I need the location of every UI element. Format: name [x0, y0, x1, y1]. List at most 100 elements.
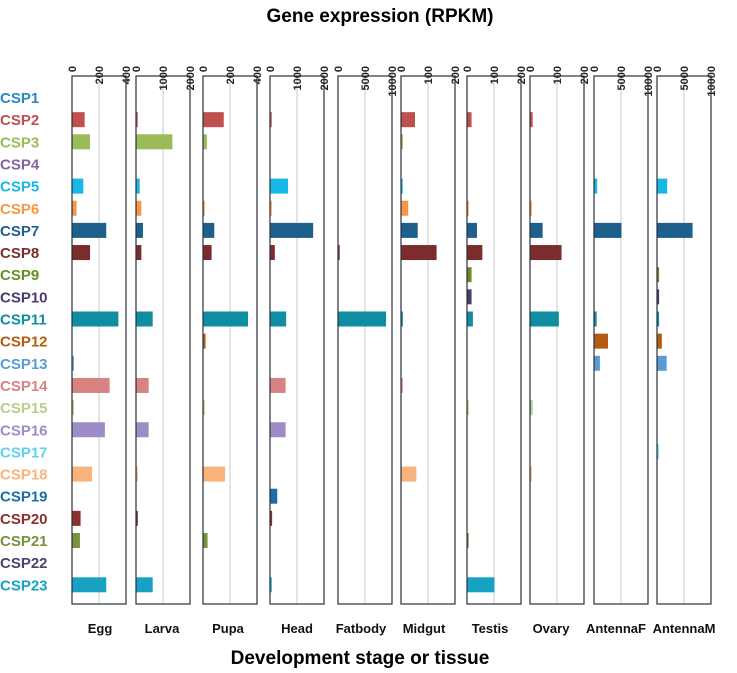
- tick-label: 400: [252, 66, 264, 84]
- category-label: CSP8: [0, 245, 39, 262]
- bar-larva-csp16: [136, 422, 149, 438]
- panel-label: Midgut: [403, 621, 446, 636]
- tick-label: 10000: [387, 66, 399, 97]
- panel-frame: [135, 75, 191, 605]
- tick-label: 0: [525, 66, 537, 72]
- bar-midgut-csp11: [401, 311, 403, 327]
- bar-egg-csp18: [72, 466, 93, 482]
- category-label: CSP20: [0, 511, 48, 528]
- tick-label: 2000: [185, 66, 197, 90]
- bar-egg-csp7: [72, 222, 107, 238]
- bar-midgut-csp14: [401, 377, 403, 393]
- bar-egg-csp3: [72, 134, 91, 150]
- bar-pupa-csp15: [203, 400, 205, 416]
- bar-larva-csp14: [136, 377, 149, 393]
- tick-label: 200: [225, 66, 237, 84]
- panel-frame: [529, 75, 585, 605]
- bar-larva-csp23: [136, 577, 153, 593]
- bar-midgut-csp2: [401, 112, 415, 128]
- bar-ovary-csp15: [530, 400, 533, 416]
- panel-label: Ovary: [533, 621, 571, 636]
- panel-label: Testis: [472, 621, 509, 636]
- panel-frame: [656, 75, 712, 605]
- bar-ovary-csp18: [530, 466, 532, 482]
- bar-midgut-csp8: [401, 245, 437, 261]
- category-label: CSP18: [0, 467, 48, 484]
- bar-pupa-csp21: [203, 533, 208, 548]
- panel-larva: 0 1000 2000 Larva: [131, 66, 197, 636]
- bar-egg-csp5: [72, 178, 84, 194]
- bar-head-csp6: [270, 200, 272, 216]
- category-label: CSP22: [0, 555, 48, 572]
- bar-antennam-csp12: [657, 333, 662, 349]
- bar-antennam-csp10: [657, 289, 660, 305]
- bar-egg-csp8: [72, 245, 91, 261]
- bar-antennam-csp5: [657, 178, 668, 194]
- bar-head-csp7: [270, 222, 314, 238]
- tick-label: 0: [67, 66, 79, 72]
- category-label: CSP7: [0, 223, 39, 240]
- chart-title: Gene expression (RPKM): [267, 6, 494, 27]
- panel-midgut: 0 100 200 Midgut: [396, 66, 462, 636]
- tick-label: 0: [198, 66, 210, 72]
- panel-frame: [466, 75, 522, 605]
- category-label: CSP23: [0, 577, 48, 594]
- bar-antennaf-csp13: [594, 355, 600, 371]
- panel-label: Fatbody: [336, 621, 387, 636]
- bar-larva-csp20: [136, 510, 138, 526]
- panel-antennam: 0 5000 10000 AntennaM: [652, 66, 718, 636]
- panel-fatbody: 0 5000 10000 Fatbody: [333, 66, 399, 636]
- bar-egg-csp11: [72, 311, 119, 327]
- row-labels-group: CSP1 CSP2 CSP3 CSP4 CSP5 CSP6 CSP7 CSP8 CSP9 CSP1…: [0, 90, 48, 594]
- category-label: CSP5: [0, 179, 39, 196]
- bar-testis-csp8: [467, 245, 483, 261]
- bar-pupa-csp11: [203, 311, 249, 327]
- panel-ovary: 0 100 200 Ovary: [525, 66, 591, 636]
- tick-label: 5000: [360, 66, 372, 90]
- bar-larva-csp7: [136, 222, 143, 238]
- category-label: CSP21: [0, 533, 48, 550]
- bar-fatbody-csp8: [338, 245, 340, 261]
- bar-head-csp11: [270, 311, 287, 327]
- category-label: CSP10: [0, 289, 48, 306]
- tick-label: 0: [131, 66, 143, 72]
- bar-egg-csp6: [72, 200, 77, 216]
- tick-label: 200: [450, 66, 462, 84]
- panel-testis: 0 100 200 Testis: [462, 66, 528, 636]
- category-label: CSP16: [0, 422, 48, 439]
- bar-larva-csp8: [136, 245, 142, 261]
- bar-testis-csp7: [467, 222, 477, 238]
- bar-egg-csp14: [72, 377, 110, 393]
- tick-label: 2000: [319, 66, 331, 90]
- bar-egg-csp15: [72, 400, 74, 416]
- bar-antennam-csp17: [657, 444, 659, 460]
- category-label: CSP3: [0, 134, 39, 151]
- bar-midgut-csp18: [401, 466, 417, 482]
- bar-pupa-csp3: [203, 134, 207, 150]
- panel-label: AntennaF: [586, 621, 646, 636]
- bar-egg-csp16: [72, 422, 105, 438]
- bar-egg-csp21: [72, 533, 80, 548]
- bar-antennaf-csp12: [594, 333, 608, 349]
- bar-larva-csp2: [136, 112, 138, 128]
- category-label: CSP6: [0, 201, 39, 218]
- tick-label: 0: [396, 66, 408, 72]
- panel-frame: [337, 75, 393, 605]
- bar-ovary-csp6: [530, 200, 532, 216]
- category-label: CSP15: [0, 400, 48, 417]
- bar-larva-csp11: [136, 311, 153, 327]
- bar-testis-csp21: [467, 533, 469, 548]
- bar-midgut-csp7: [401, 222, 418, 238]
- tick-label: 5000: [679, 66, 691, 90]
- bar-antennaf-csp5: [594, 178, 598, 194]
- tick-label: 100: [552, 66, 564, 84]
- tick-label: 0: [589, 66, 601, 72]
- bar-midgut-csp5: [401, 178, 403, 194]
- category-label: CSP4: [0, 156, 40, 173]
- bar-testis-csp9: [467, 267, 472, 283]
- tick-label: 200: [579, 66, 591, 84]
- bar-midgut-csp3: [401, 134, 403, 150]
- bar-pupa-csp18: [203, 466, 226, 482]
